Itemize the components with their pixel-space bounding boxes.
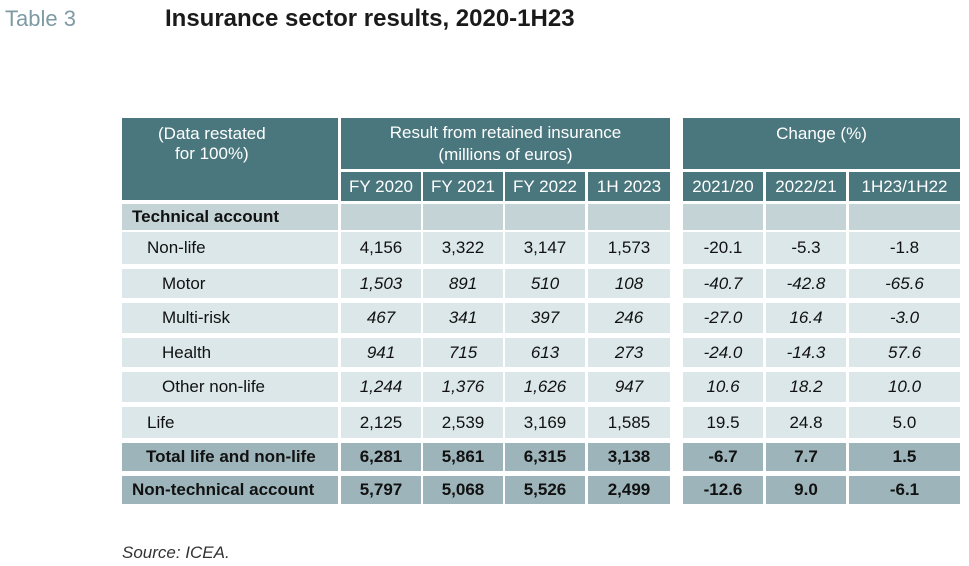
- row-label: Non-life: [122, 232, 338, 264]
- value-cell: 397: [505, 303, 585, 333]
- value-cell: 2,125: [341, 407, 421, 438]
- header-col-result: FY 2022: [505, 172, 585, 201]
- change-cell: [683, 204, 763, 230]
- change-cell: -65.6: [849, 269, 960, 298]
- change-cell: 57.6: [849, 338, 960, 367]
- change-cell: -40.7: [683, 269, 763, 298]
- value-cell: 947: [588, 372, 670, 402]
- value-cell: 613: [505, 338, 585, 367]
- change-cell: -14.3: [766, 338, 846, 367]
- change-cell: 16.4: [766, 303, 846, 333]
- value-cell: 1,585: [588, 407, 670, 438]
- change-cell: 9.0: [766, 476, 846, 504]
- value-cell: 941: [341, 338, 421, 367]
- change-cell: -24.0: [683, 338, 763, 367]
- value-cell: 6,281: [341, 443, 421, 471]
- value-cell: 2,539: [423, 407, 503, 438]
- value-cell: 467: [341, 303, 421, 333]
- value-cell: 3,147: [505, 232, 585, 264]
- change-cell: 10.6: [683, 372, 763, 402]
- value-cell: 3,322: [423, 232, 503, 264]
- change-cell: -1.8: [849, 232, 960, 264]
- change-cell: [849, 204, 960, 230]
- header-col-result: FY 2021: [423, 172, 503, 201]
- row-label: Non-technical account: [122, 476, 338, 504]
- value-cell: 341: [423, 303, 503, 333]
- change-cell: -5.3: [766, 232, 846, 264]
- change-cell: 18.2: [766, 372, 846, 402]
- value-cell: 1,503: [341, 269, 421, 298]
- header-col-change: 2022/21: [766, 172, 846, 201]
- header-col-result: FY 2020: [341, 172, 421, 201]
- table-title: Insurance sector results, 2020-1H23: [165, 5, 575, 32]
- change-cell: -42.8: [766, 269, 846, 298]
- value-cell: [341, 204, 421, 230]
- value-cell: 3,138: [588, 443, 670, 471]
- header-col-result: 1H 2023: [588, 172, 670, 201]
- change-cell: 5.0: [849, 407, 960, 438]
- row-label: Life: [122, 407, 338, 438]
- value-cell: [588, 204, 670, 230]
- header-change-group: Change (%): [683, 118, 960, 169]
- row-label: Multi-risk: [122, 303, 338, 333]
- value-cell: 5,797: [341, 476, 421, 504]
- row-label: Total life and non-life: [122, 443, 338, 471]
- value-cell: 108: [588, 269, 670, 298]
- change-cell: 10.0: [849, 372, 960, 402]
- change-cell: -6.1: [849, 476, 960, 504]
- row-label: Health: [122, 338, 338, 367]
- source-note: Source: ICEA.: [122, 543, 230, 562]
- row-label: Other non-life: [122, 372, 338, 402]
- value-cell: 1,376: [423, 372, 503, 402]
- change-cell: -27.0: [683, 303, 763, 333]
- value-cell: 5,068: [423, 476, 503, 504]
- change-cell: -3.0: [849, 303, 960, 333]
- value-cell: [505, 204, 585, 230]
- change-cell: [766, 204, 846, 230]
- header-label-cell: (Data restated for 100%): [122, 118, 338, 200]
- header-col-change: 2021/20: [683, 172, 763, 201]
- value-cell: 4,156: [341, 232, 421, 264]
- value-cell: 2,499: [588, 476, 670, 504]
- value-cell: 1,244: [341, 372, 421, 402]
- value-cell: 3,169: [505, 407, 585, 438]
- results-table: (Data restated for 100%) Result from reta…: [122, 118, 960, 508]
- value-cell: 273: [588, 338, 670, 367]
- value-cell: 5,526: [505, 476, 585, 504]
- table-number-label: Table 3: [5, 6, 76, 31]
- value-cell: 1,573: [588, 232, 670, 264]
- value-cell: 715: [423, 338, 503, 367]
- value-cell: 510: [505, 269, 585, 298]
- change-cell: -6.7: [683, 443, 763, 471]
- value-cell: 246: [588, 303, 670, 333]
- value-cell: 1,626: [505, 372, 585, 402]
- change-cell: 24.8: [766, 407, 846, 438]
- change-cell: 1.5: [849, 443, 960, 471]
- value-cell: [423, 204, 503, 230]
- value-cell: 5,861: [423, 443, 503, 471]
- change-cell: 7.7: [766, 443, 846, 471]
- change-cell: -12.6: [683, 476, 763, 504]
- header-result-group: Result from retained insurance (millions…: [341, 118, 670, 169]
- row-label: Motor: [122, 269, 338, 298]
- header-col-change: 1H23/1H22: [849, 172, 960, 201]
- value-cell: 6,315: [505, 443, 585, 471]
- change-cell: 19.5: [683, 407, 763, 438]
- value-cell: 891: [423, 269, 503, 298]
- row-label: Technical account: [122, 204, 338, 230]
- change-cell: -20.1: [683, 232, 763, 264]
